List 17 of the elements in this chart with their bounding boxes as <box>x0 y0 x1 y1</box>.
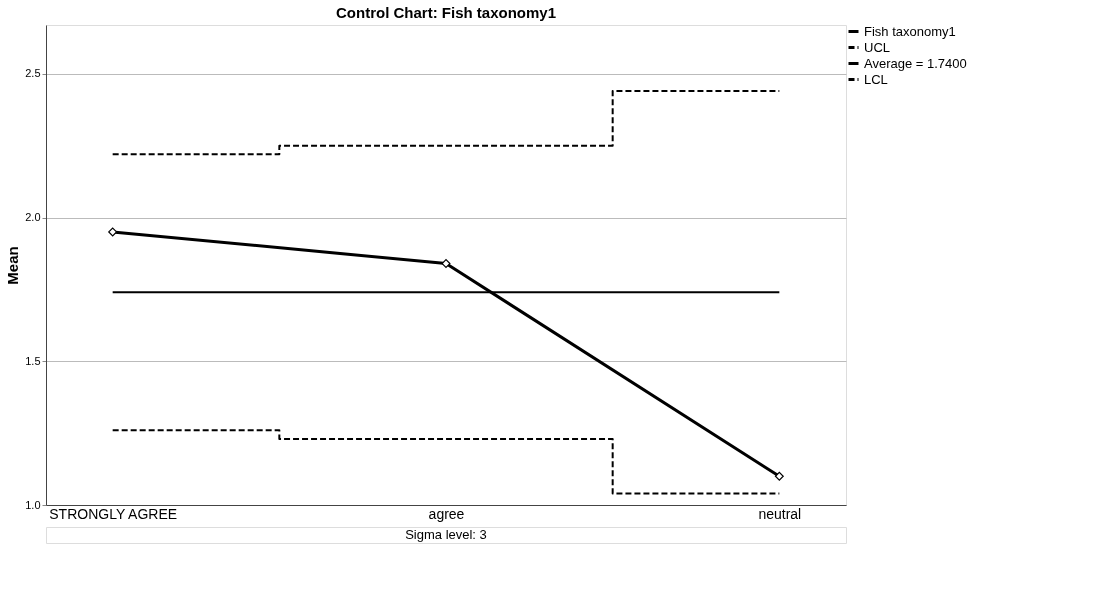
y-tick-label: 2.5 <box>25 67 41 80</box>
point <box>441 259 451 269</box>
x-tick-label: STRONGLY AGREE <box>49 505 178 522</box>
legend-label: Fish taxonomy1 <box>864 23 956 39</box>
legend-label: LCL <box>864 71 888 87</box>
y-tick-label: 2.0 <box>25 211 41 224</box>
point <box>774 471 784 481</box>
chart-title: Control Chart: Fish taxonomy1 <box>335 4 557 21</box>
x-tick-label: agree <box>428 505 465 522</box>
x-tick-label: neutral <box>758 505 802 522</box>
legend-label: Average = 1.7400 <box>864 55 967 71</box>
point <box>108 227 118 237</box>
y-tick-label: 1.5 <box>25 354 41 367</box>
y-axis-title: Mean <box>4 246 22 285</box>
legend-label: UCL <box>864 39 891 55</box>
y-tick-label: 1.0 <box>25 498 41 511</box>
text: Sigma level: 3 <box>405 527 487 542</box>
